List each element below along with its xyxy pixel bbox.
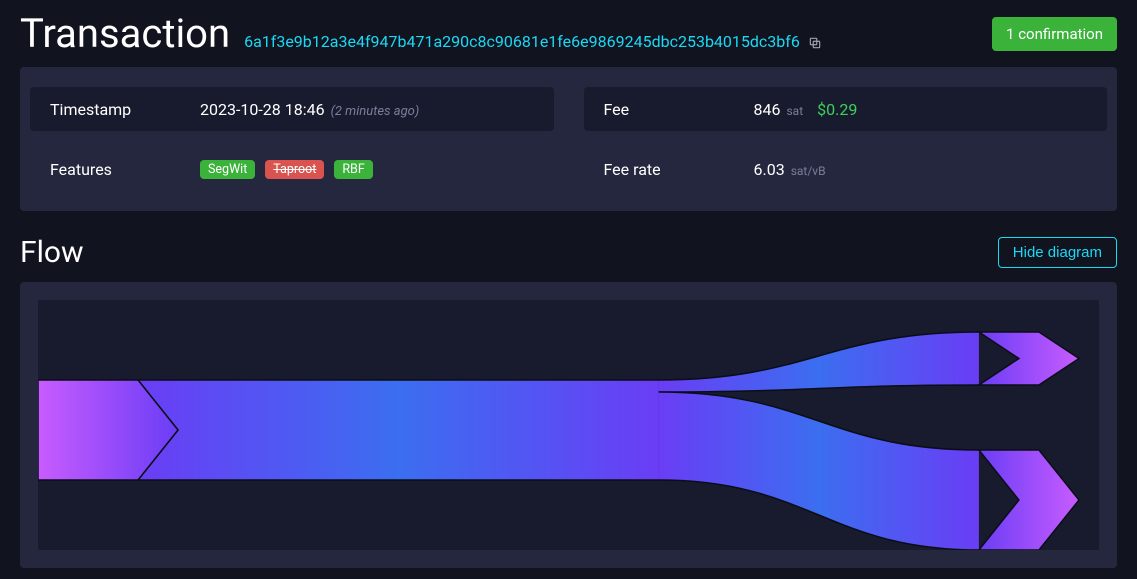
fee-usd: $0.29 — [817, 100, 857, 119]
feature-badge-rbf: RBF — [334, 160, 372, 179]
flow-diagram — [38, 300, 1099, 550]
details-right-col: Fee 846 sat $0.29 Fee rate 6.03 sat/vB — [584, 87, 1108, 191]
fee-label: Fee — [604, 100, 754, 119]
sankey-svg — [38, 300, 1099, 550]
timestamp-value: 2023-10-28 18:46 — [200, 100, 325, 119]
features-row: Features SegWit Taproot RBF — [30, 147, 554, 191]
transaction-header: Transaction 6a1f3e9b12a3e4f947b471a290c8… — [0, 0, 1137, 67]
feerate-label: Fee rate — [604, 160, 754, 179]
timestamp-label: Timestamp — [50, 100, 200, 119]
flow-header: Flow Hide diagram — [0, 211, 1137, 276]
fee-sat: 846 — [754, 100, 781, 119]
feerate-unit: sat/vB — [791, 164, 826, 178]
txid-link[interactable]: 6a1f3e9b12a3e4f947b471a290c8c90681e1fe6e… — [244, 32, 800, 51]
feerate-row: Fee rate 6.03 sat/vB — [584, 147, 1108, 191]
fee-unit: sat — [786, 104, 803, 118]
page-title: Transaction — [20, 10, 230, 57]
details-panel: Timestamp 2023-10-28 18:46 (2 minutes ag… — [20, 67, 1117, 211]
timestamp-row: Timestamp 2023-10-28 18:46 (2 minutes ag… — [30, 87, 554, 131]
hide-diagram-button[interactable]: Hide diagram — [998, 237, 1117, 268]
timestamp-relative: (2 minutes ago) — [331, 104, 420, 119]
confirmations-badge[interactable]: 1 confirmation — [992, 17, 1117, 51]
feature-badge-taproot: Taproot — [265, 160, 324, 179]
copy-icon[interactable] — [808, 36, 822, 50]
features-label: Features — [50, 160, 200, 179]
flow-title: Flow — [20, 235, 84, 270]
features-badges: SegWit Taproot RBF — [200, 160, 377, 179]
fee-row: Fee 846 sat $0.29 — [584, 87, 1108, 131]
feature-badge-segwit: SegWit — [200, 160, 255, 179]
flow-panel — [20, 282, 1117, 568]
details-left-col: Timestamp 2023-10-28 18:46 (2 minutes ag… — [30, 87, 554, 191]
feerate-value: 6.03 — [754, 160, 785, 179]
